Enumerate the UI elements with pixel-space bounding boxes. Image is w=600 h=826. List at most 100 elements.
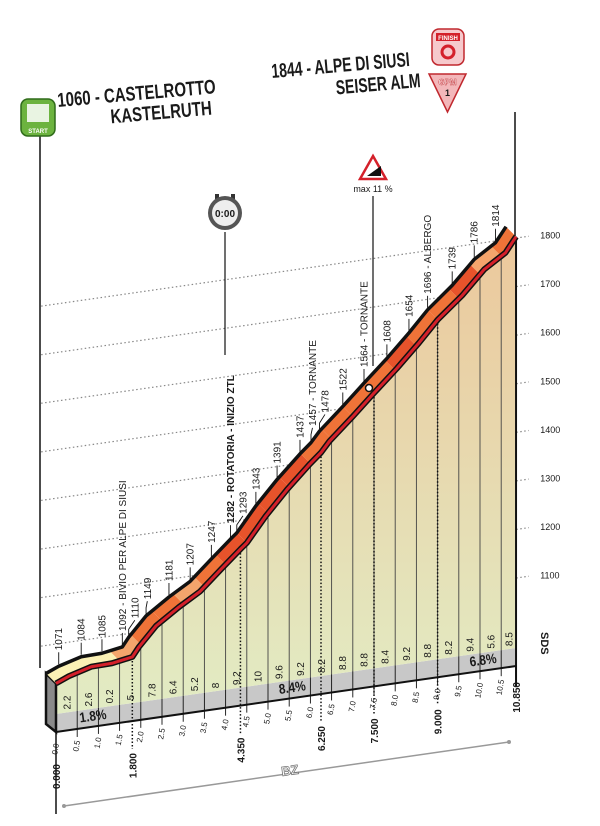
road-segment — [427, 288, 459, 320]
segment-gradient-label: 9.2 — [232, 671, 243, 685]
y-tick-label: 1700 — [540, 279, 560, 289]
point-label: 1092 - BIVIO PER ALPE DI SIUSI — [118, 480, 129, 631]
point-label: 1282 - ROTATORIA - INIZIO ZTL — [226, 375, 237, 523]
key-point-label: 1.800 — [128, 753, 139, 778]
point-label: 1247 — [207, 520, 218, 543]
start-marker: START 1060 - CASTELROTTO KASTELRUTH — [20, 75, 217, 668]
point-label: 1343 — [251, 467, 262, 490]
road-segment — [279, 453, 311, 488]
max-gradient-marker: max 11 % — [353, 153, 393, 366]
point-label: 1457 - TORNANTE — [308, 340, 319, 426]
road-segment — [258, 477, 290, 514]
profile-area: 2.2 2.6 0.2 57.8 6.4 5.2 89.2 10 9.6 9.2 8.2 8.8 8.8… — [44, 236, 518, 735]
timer-button-left — [215, 194, 219, 199]
province-bar: BZ — [62, 740, 511, 808]
point-label: 1110 — [130, 597, 141, 618]
point-tick — [319, 414, 326, 430]
key-point-label: 10.850 — [512, 682, 523, 713]
point-label: 1478 — [320, 390, 331, 413]
segment-gradient-label: 9.4 — [465, 637, 476, 651]
section-gradient-label: 1.8% — [78, 706, 108, 726]
point-label: 1207 — [186, 543, 197, 566]
road-segment — [300, 428, 332, 464]
y-tick-label: 1500 — [540, 376, 560, 386]
finish-label: FINISH — [438, 36, 458, 42]
y-tick-label: 1600 — [540, 328, 560, 338]
point-label: 1071 — [54, 628, 65, 651]
profile-start-face — [44, 670, 58, 735]
segment-gradient-label: 9.2 — [402, 647, 413, 661]
segment-gradient-label: 2.2 — [63, 695, 74, 709]
point-label: 1085 — [97, 615, 108, 638]
key-point-label: 6.250 — [317, 726, 328, 751]
y-tick-label: 1100 — [540, 571, 559, 581]
road-top-edge — [45, 225, 508, 675]
max-gradient-label: max 11 % — [353, 184, 392, 194]
road-segment — [46, 662, 78, 684]
segment-gradient-label: 0.2 — [105, 689, 116, 703]
gpm-label: GPM — [438, 78, 457, 87]
road-segment — [215, 532, 247, 565]
segment-gradient-label: 8.8 — [359, 653, 370, 667]
key-point-label: 4.350 — [236, 737, 247, 762]
point-label: 1814 — [491, 204, 502, 227]
segment-gradient-label: 5.2 — [190, 677, 201, 691]
km-tick-label: 3.5 — [199, 721, 210, 734]
point-label: 1391 — [273, 441, 284, 464]
segment-gradient-label: 8.4 — [381, 650, 392, 664]
point-tick — [310, 427, 313, 441]
segment-gradient-label: 8.5 — [505, 632, 516, 646]
road-segment — [342, 383, 374, 417]
point-tick — [128, 619, 136, 636]
road-segment — [448, 264, 480, 299]
gpm-icon — [427, 73, 468, 114]
km-tick-label: 10.0 — [473, 681, 485, 698]
segment-gradient-label: 6.4 — [169, 680, 180, 694]
km-tick-label: 7.5 — [368, 697, 379, 710]
km-tick-label: 2.5 — [156, 727, 167, 740]
checkered-flag-icon — [27, 104, 49, 122]
point-tick — [236, 515, 244, 531]
segment-gradient-label: 5.6 — [487, 634, 498, 648]
point-tick — [145, 601, 148, 614]
km-tick-label: 5.0 — [262, 712, 273, 725]
segment-gradient-label: 9.6 — [275, 665, 286, 679]
point-label: 1654 — [404, 294, 415, 317]
finish-banner — [436, 33, 460, 41]
stopwatch-face — [212, 200, 238, 226]
km-tick-label: 1.5 — [114, 733, 125, 746]
point-labels: 1071 1084 1085 1092 - BIVIO PER ALPE DI SIU… — [54, 204, 502, 665]
finish-camera-icon — [440, 44, 456, 60]
km-tick-label: 8.5 — [411, 691, 422, 704]
max-gradient-point — [364, 383, 374, 393]
road-segment — [364, 360, 396, 394]
road-segment — [173, 576, 205, 604]
segment-gradient-label: 7.8 — [147, 683, 158, 697]
province-line — [63, 741, 510, 807]
road-segment — [321, 406, 353, 439]
segment-gradient-label: 2.6 — [84, 692, 95, 706]
road-segment — [194, 554, 226, 587]
segment-gradient-label: 8.2 — [317, 659, 328, 673]
km-tick-label: 0.5 — [71, 739, 82, 752]
key-point-label: 7.500 — [370, 718, 381, 743]
y-tick-label: 1400 — [540, 425, 560, 435]
road-front-edge — [55, 235, 518, 685]
profile-road — [45, 225, 519, 687]
segment-gradient-label: 8.8 — [338, 656, 349, 670]
point-label: 1437 — [295, 415, 306, 438]
km-tick-label: 7.0 — [347, 700, 358, 713]
road-segment — [152, 593, 184, 621]
y-tick-label: 1800 — [540, 231, 560, 241]
sds-label: SDS — [538, 632, 550, 655]
section-gradient-label: 6.8% — [468, 650, 498, 670]
province-start-dot — [62, 804, 66, 808]
elevation-area — [56, 236, 517, 714]
km-tick-label: 3.0 — [177, 724, 188, 737]
road-segment — [385, 335, 417, 371]
key-point-label: 9.000 — [434, 709, 445, 734]
km-tick-label: 2.0 — [135, 730, 146, 743]
elevation-gridlines: 1100 1200 1300 1400 1500 1600 1700 1800 — [41, 231, 560, 647]
slope-glyph — [367, 166, 381, 176]
km-tick-label: 4.5 — [241, 715, 252, 728]
